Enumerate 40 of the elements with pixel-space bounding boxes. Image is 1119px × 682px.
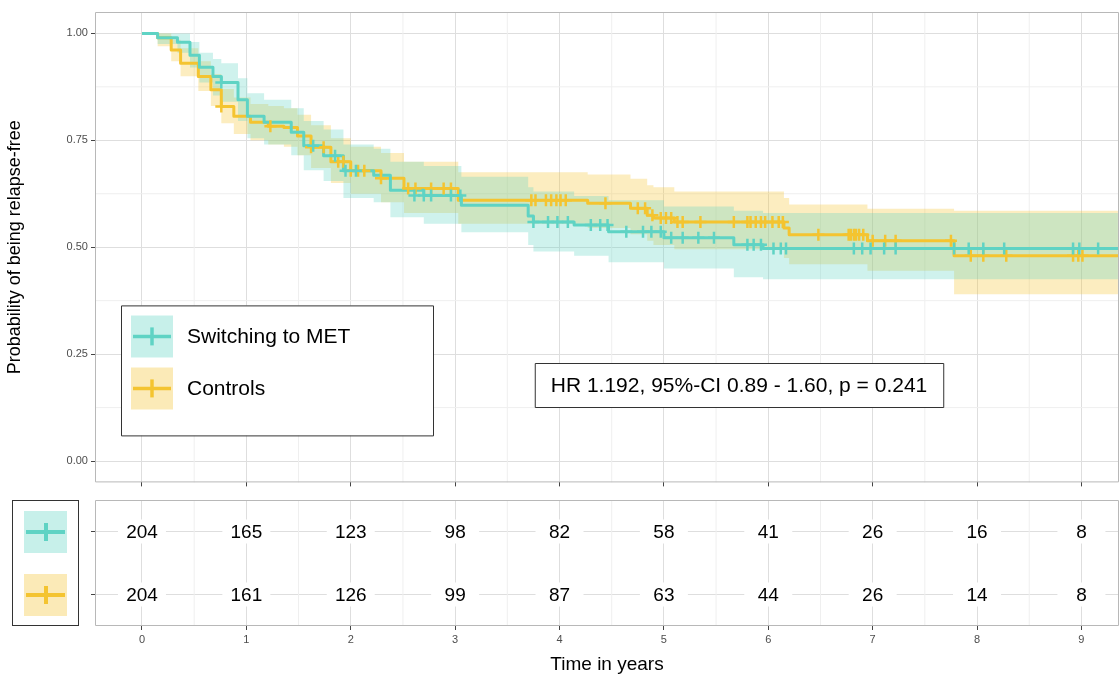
legend-label: Switching to MET [187,324,351,348]
x-tick-label: 7 [869,632,876,645]
data-label: 126 [334,583,367,605]
data-label: 14 [966,583,989,605]
data-label: 44 [757,583,780,605]
data-label: 204 [126,520,159,542]
data-label: 26 [862,583,884,605]
data-label: 165 [230,520,263,542]
data-label: 8 [1076,520,1087,542]
data-label: 98 [444,520,466,542]
data-label: 87 [548,583,571,605]
x-tick-label: 9 [1078,632,1085,645]
x-tick-label: 0 [138,632,146,645]
data-label: 123 [334,520,367,542]
data-label: 82 [548,520,571,542]
data-label: 8 [1076,583,1087,605]
x-tick-label: 1 [243,632,250,645]
y-tick-label: 0.00 [66,454,88,467]
y-tick-label: 0.50 [66,240,88,253]
data-label: 99 [444,583,466,605]
x-tick-label: 4 [556,632,563,645]
x-axis-title: Time in years [550,652,664,674]
y-tick-label: 1.00 [66,26,88,39]
data-label: 204 [126,583,159,605]
data-label: 16 [966,520,988,542]
x-tick-label: 2 [347,632,354,645]
y-tick-label: 0.25 [66,347,88,360]
x-tick-label: 6 [765,632,772,645]
y-tick-label: 0.75 [66,133,88,146]
annotation: HR 1.192, 95%-CI 0.89 - 1.60, p = 0.241 [550,372,928,396]
x-tick-label: 5 [660,632,667,645]
x-tick-label: 8 [973,632,981,645]
data-label: 58 [653,520,675,542]
data-label: 63 [653,583,675,605]
y-axis-title: Probability of being relapse-free [3,120,24,375]
data-label: 26 [862,520,884,542]
data-label: 41 [757,520,779,542]
legend-label: Controls [187,376,266,400]
data-label: 161 [230,583,263,605]
x-tick-label: 3 [452,632,459,645]
